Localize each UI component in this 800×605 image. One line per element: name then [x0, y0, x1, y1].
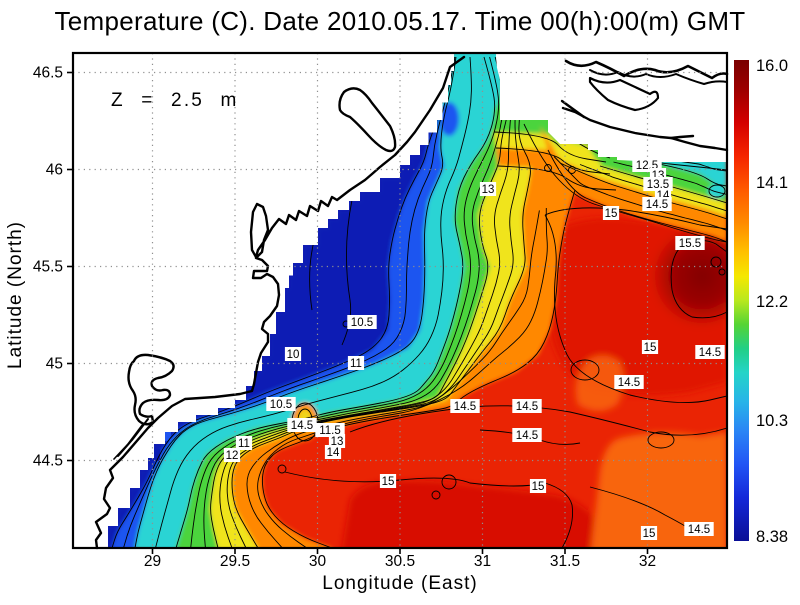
svg-text:14.5: 14.5 — [646, 199, 668, 211]
svg-text:10.5: 10.5 — [351, 317, 373, 329]
svg-text:15.5: 15.5 — [679, 238, 701, 250]
svg-text:11: 11 — [238, 438, 250, 450]
svg-text:Z = 2.5 m: Z = 2.5 m — [111, 90, 239, 111]
svg-text:15: 15 — [643, 528, 656, 540]
svg-text:14.5: 14.5 — [454, 401, 476, 413]
svg-text:29.5: 29.5 — [220, 553, 250, 570]
svg-text:10.3: 10.3 — [756, 412, 788, 430]
svg-text:14.5: 14.5 — [618, 377, 640, 389]
svg-text:14.1: 14.1 — [756, 174, 788, 192]
svg-text:14.5: 14.5 — [516, 401, 538, 413]
svg-text:31.5: 31.5 — [550, 553, 580, 570]
svg-text:14.5: 14.5 — [699, 347, 721, 359]
svg-text:30.5: 30.5 — [385, 553, 415, 570]
svg-text:45.5: 45.5 — [33, 259, 63, 276]
svg-text:15: 15 — [605, 208, 618, 220]
svg-text:10: 10 — [287, 349, 300, 361]
svg-text:14: 14 — [327, 447, 340, 459]
svg-text:Temperature (C). Date 2010.05.: Temperature (C). Date 2010.05.17. Time 0… — [54, 6, 745, 36]
svg-text:8.38: 8.38 — [756, 528, 788, 546]
svg-text:11: 11 — [350, 358, 362, 370]
svg-text:32: 32 — [639, 553, 656, 570]
svg-text:Latitude (North): Latitude (North) — [5, 221, 26, 369]
svg-text:30: 30 — [309, 553, 327, 570]
svg-text:10.5: 10.5 — [270, 399, 292, 411]
svg-text:14.5: 14.5 — [516, 430, 538, 442]
svg-text:15: 15 — [532, 481, 545, 493]
svg-text:14.5: 14.5 — [688, 524, 710, 536]
svg-text:45: 45 — [46, 356, 63, 373]
svg-text:44.5: 44.5 — [33, 453, 63, 470]
svg-text:14.5: 14.5 — [291, 420, 313, 432]
svg-text:31: 31 — [474, 553, 491, 570]
svg-text:13: 13 — [482, 184, 495, 196]
svg-text:16.0: 16.0 — [756, 57, 788, 75]
svg-text:15: 15 — [382, 476, 395, 488]
svg-text:12.2: 12.2 — [756, 293, 788, 311]
svg-text:15: 15 — [644, 342, 657, 354]
svg-text:Longitude (East): Longitude (East) — [322, 573, 477, 594]
svg-text:29: 29 — [144, 553, 161, 570]
svg-text:46: 46 — [46, 162, 63, 179]
svg-text:12: 12 — [226, 450, 239, 462]
svg-text:46.5: 46.5 — [33, 65, 63, 82]
